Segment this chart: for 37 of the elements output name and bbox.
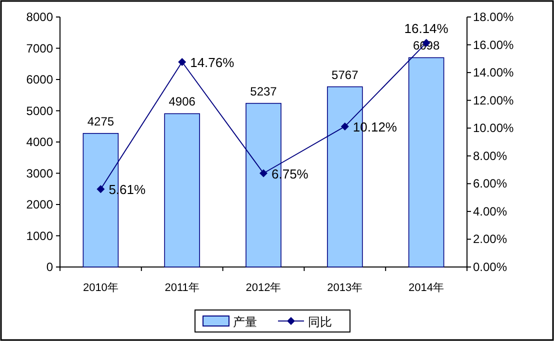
- y-tick-label: 4000: [26, 135, 54, 149]
- y2-tick-label: 2.00%: [473, 232, 508, 246]
- y2-tick-label: 16.00%: [473, 38, 514, 52]
- y2-tick-label: 4.00%: [473, 204, 508, 218]
- y2-tick-label: 14.00%: [473, 66, 514, 80]
- legend-label: 产量: [233, 315, 257, 329]
- point: [340, 122, 349, 130]
- data-label: 14.76%: [190, 55, 235, 70]
- y-tick-label: 6000: [26, 72, 54, 86]
- y-tick-label: 1000: [26, 228, 54, 243]
- y2-tick-label: 18.00%: [473, 10, 514, 24]
- y-tick-label: 8000: [26, 10, 54, 24]
- x-tick-label: 2012年: [246, 282, 282, 294]
- y2-tick-label: 10.00%: [473, 121, 514, 136]
- data-label: 5767: [332, 68, 359, 82]
- y-tick-label: 5000: [26, 104, 54, 118]
- point: [260, 169, 268, 178]
- y2-tick-label: 0.00%: [473, 260, 508, 274]
- y-tick-label: 7000: [26, 41, 54, 56]
- y-tick-label: 0: [46, 260, 54, 274]
- y2-tick-label: 12.00%: [473, 93, 514, 108]
- x-tick-label: 2014年: [408, 282, 444, 294]
- y-tick-label: 2000: [26, 198, 54, 212]
- x-tick-label: 2013年: [327, 282, 363, 294]
- y2-tick-label: 6.00%: [473, 176, 508, 191]
- x-tick-label: 2011年: [164, 282, 200, 294]
- data-label: 4275: [87, 114, 114, 128]
- data-label: 5237: [250, 84, 278, 98]
- point: [178, 58, 186, 66]
- y-tick-label: 3000: [26, 166, 54, 180]
- x-tick-label: 2010年: [82, 282, 118, 294]
- y2-tick-label: 8.00%: [473, 148, 508, 163]
- data-label: 4906: [168, 94, 196, 109]
- legend-label: 同比: [308, 315, 332, 329]
- point: [96, 185, 105, 194]
- bar: [164, 113, 200, 268]
- data-label: 16.14%: [404, 20, 449, 36]
